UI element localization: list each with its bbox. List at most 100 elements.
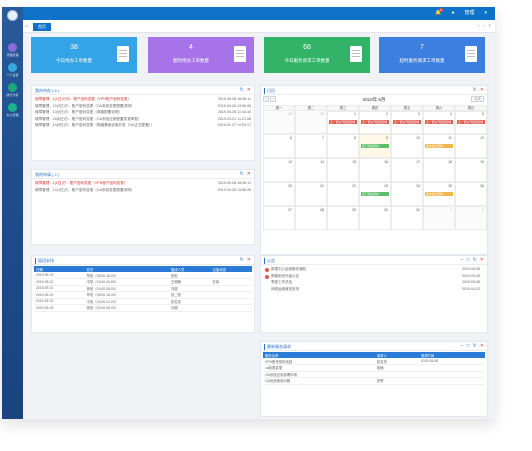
calendar-day[interactable]: 15: [327, 158, 359, 182]
calendar-day[interactable]: 1: [423, 206, 455, 230]
calendar-day[interactable]: 20: [263, 182, 295, 206]
calendar-day[interactable]: 31: [391, 206, 423, 230]
table-row[interactable]: 2019-05-02 夜班（00:00-08:00） 刘超: [34, 304, 252, 312]
close-icon[interactable]: ✕: [246, 87, 251, 93]
refresh-icon[interactable]: ↻: [239, 87, 244, 93]
refresh-icon[interactable]: ↻: [472, 257, 477, 263]
calendar-day[interactable]: 18: [423, 158, 455, 182]
calendar-event[interactable]: 部门例会安排: [361, 144, 389, 148]
calendar-day[interactable]: 6: [263, 134, 295, 158]
calendar-event[interactable]: 部门例会安排: [361, 192, 389, 196]
calendar-day[interactable]: 16: [359, 158, 391, 182]
table-row[interactable]: 2019-05-01 夜班（00:00-08:00） 刘超: [34, 285, 252, 292]
calendar-day[interactable]: 8: [327, 134, 359, 158]
calendar-day[interactable]: 30: [295, 110, 327, 134]
list-item[interactable]: 故障管理 - 12(4日)方：账户密码变更（OA系统变更配置说明） 2019-04…: [35, 104, 251, 111]
sidebar-item-process[interactable]: 流程管理: [2, 43, 23, 62]
calendar-day[interactable]: 9 部门例会安排: [359, 134, 391, 158]
table-row[interactable]: oa权限变更 吴楠: [263, 364, 485, 372]
calendar-day[interactable]: 12: [455, 134, 487, 158]
home-icon[interactable]: ⌂: [25, 23, 29, 29]
calendar-today-button[interactable]: 今天: [471, 96, 484, 102]
close-icon[interactable]: ✕: [246, 171, 251, 177]
stat-card-overdue-service[interactable]: 7 超时服务请求工单数量: [379, 37, 485, 73]
notice-item[interactable]: 数据中心运维服务通知 2019-05-08: [263, 267, 485, 274]
calendar-day[interactable]: 25 周末值班安排: [423, 182, 455, 206]
refresh-icon[interactable]: ↻: [472, 343, 477, 349]
calendar-day[interactable]: 2: [455, 206, 487, 230]
calendar-day[interactable]: 26: [455, 182, 487, 206]
sidebar-item-personal[interactable]: 个人设置: [2, 63, 23, 82]
notice-item[interactable]: 季度工作总结 2019-05-08: [263, 280, 485, 287]
calendar-day[interactable]: 5 五一劳动节假期安排: [455, 110, 487, 134]
maximize-icon[interactable]: □: [466, 257, 470, 263]
calendar-day[interactable]: 29: [327, 206, 359, 230]
close-icon[interactable]: ✕: [246, 257, 251, 263]
calendar-day[interactable]: 29: [263, 110, 295, 134]
table-row[interactable]: VPN账号密码找回 张名亮 2019-05-08: [263, 358, 485, 365]
sidebar-item-stats[interactable]: 统计分析: [2, 83, 23, 102]
close-icon[interactable]: ✕: [479, 343, 484, 349]
table-row[interactable]: 2019-05-01 中班（16:00-24:00） 王明峰 在岗: [34, 278, 252, 286]
table-row[interactable]: 2019-05-01 早班（08:00-16:00） 张松: [34, 272, 252, 279]
calendar-day[interactable]: 22: [327, 182, 359, 206]
calendar-day[interactable]: 2 五一劳动节假期安排: [359, 110, 391, 134]
table-row[interactable]: OA系统使用问题 张楚: [263, 377, 485, 385]
calendar-event[interactable]: 五一劳动节假期安排: [457, 120, 485, 124]
tab-prev-icon[interactable]: ‹: [477, 23, 480, 28]
calendar-event[interactable]: 五一劳动节假期安排: [329, 120, 357, 124]
sidebar-item-office[interactable]: 办公管理: [2, 103, 23, 122]
table-row[interactable]: 2019-05-02 中班（16:00-24:00） 张名亮: [34, 298, 252, 305]
calendar-event[interactable]: 五一劳动节假期安排: [393, 120, 421, 124]
calendar-event[interactable]: 周末值班安排: [425, 144, 453, 148]
list-item[interactable]: 故障管理 - 14(8日)方：账户密码变更（规格基础设施开发（OA正式配置）） 2…: [35, 123, 251, 130]
stat-card-overdue-todo[interactable]: 4 超时待办工单数量: [148, 37, 254, 73]
tab-home[interactable]: 首页: [33, 23, 51, 31]
tab-next-icon[interactable]: ›: [483, 23, 485, 28]
refresh-icon[interactable]: ↻: [472, 87, 477, 93]
stat-card-today-service[interactable]: 68 今日服务请求工单数量: [264, 37, 370, 73]
calendar-day[interactable]: 24: [391, 182, 423, 206]
list-item[interactable]: 故障管理 - 1(1日)方向：账户密码变更（VPN账户密码变更） 2019-05-…: [35, 97, 251, 104]
maximize-icon[interactable]: □: [466, 343, 470, 349]
calendar-day[interactable]: 21: [295, 182, 327, 206]
list-item[interactable]: 故障管理 - 10(5日)方：账户密码变更（邮箱配置说明） 2019-04-26 …: [35, 110, 251, 117]
list-item[interactable]: 故障管理 - 1(1日)方：账户密码变更（VPN账户密码变更） 2019-05-0…: [35, 181, 251, 188]
notice-item[interactable]: 网络运维值班安排 2019-04-02: [263, 287, 485, 294]
calendar-day[interactable]: 4 五一劳动节假期安排: [423, 110, 455, 134]
list-item[interactable]: 故障管理 - 12(4日)方：账户密码变更（OA系统变更配置说明） 2019-04…: [35, 188, 251, 195]
calendar-day[interactable]: 14: [295, 158, 327, 182]
list-item[interactable]: 故障管理 - 16(6日)方：账户密码变更（OA系统应用配置变更审批） 2019-…: [35, 117, 251, 124]
calendar-day[interactable]: 17: [391, 158, 423, 182]
calendar-event[interactable]: 周末值班安排: [425, 192, 453, 196]
close-icon[interactable]: ✕: [479, 257, 484, 263]
user-name[interactable]: 管理: [464, 10, 475, 16]
calendar-day[interactable]: 1 五一劳动节假期安排: [327, 110, 359, 134]
bell-icon[interactable]: 🔔: [435, 10, 442, 16]
calendar-day[interactable]: 10: [391, 134, 423, 158]
calendar-day[interactable]: 19: [455, 158, 487, 182]
tab-menu-icon[interactable]: ≡: [488, 23, 491, 28]
table-row[interactable]: OA系统应用部署申请: [263, 371, 485, 378]
minimize-icon[interactable]: −: [460, 257, 464, 263]
refresh-icon[interactable]: ↻: [239, 171, 244, 177]
calendar-day[interactable]: 13: [263, 158, 295, 182]
calendar-event[interactable]: 五一劳动节假期安排: [361, 120, 389, 124]
stat-card-today-todo[interactable]: 38 今日待办工单数量: [31, 37, 137, 73]
calendar-day[interactable]: 7: [295, 134, 327, 158]
calendar-event[interactable]: 五一劳动节假期安排: [425, 120, 453, 124]
calendar-day[interactable]: 30: [359, 206, 391, 230]
notice-item[interactable]: 邮箱系统升级公告 2019-05-08: [263, 274, 485, 281]
calendar-day[interactable]: 23 部门例会安排: [359, 182, 391, 206]
table-row[interactable]: 2019-05-02 早班（08:00-16:00） 张二勤: [34, 291, 252, 299]
calendar-day[interactable]: 11 周末值班安排: [423, 134, 455, 158]
calendar-next-button[interactable]: ›: [270, 96, 276, 102]
calendar-day[interactable]: 27: [263, 206, 295, 230]
calendar-day[interactable]: 3 五一劳动节假期安排: [391, 110, 423, 134]
refresh-icon[interactable]: ↻: [239, 257, 244, 263]
minimize-icon[interactable]: −: [460, 343, 464, 349]
chevron-down-icon[interactable]: ▾: [484, 10, 487, 16]
calendar-day[interactable]: 28: [295, 206, 327, 230]
calendar-prev-button[interactable]: ‹: [263, 96, 269, 102]
close-icon[interactable]: ✕: [479, 87, 484, 93]
